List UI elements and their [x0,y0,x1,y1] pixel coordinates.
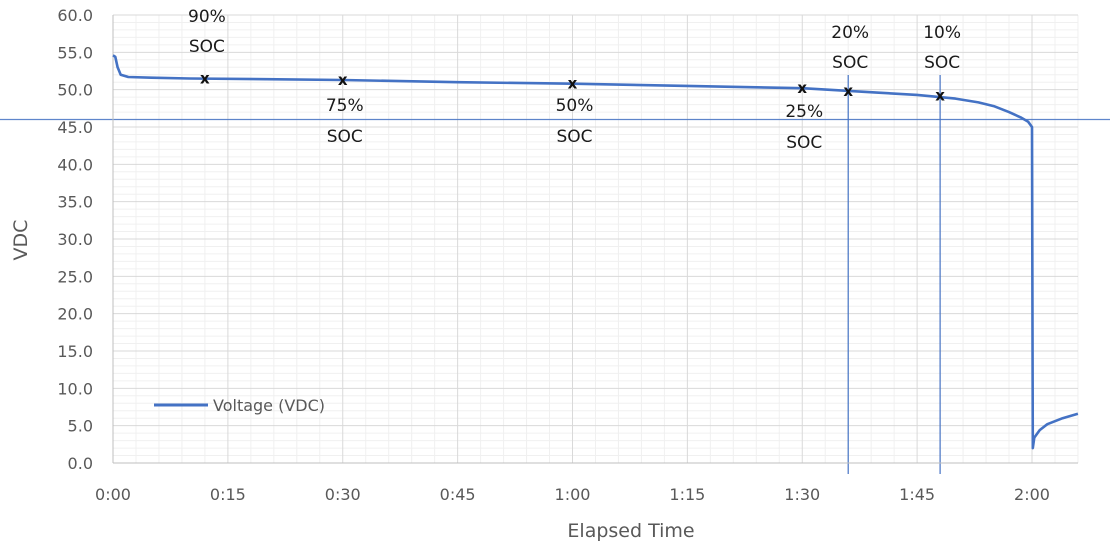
x-tick-label: 0:45 [440,485,476,504]
y-tick-label: 15.0 [57,342,93,361]
x-tick-label: 1:15 [669,485,705,504]
x-tick-label: 1:45 [899,485,935,504]
x-tick-label: 2:00 [1014,485,1050,504]
soc-annotation-percent: 50% [556,96,594,116]
point-marker: x [843,82,853,100]
x-tick-label: 0:00 [95,485,131,504]
legend-label-voltage: Voltage (VDC) [213,396,325,415]
point-marker: x [568,75,578,93]
x-tick-label: 0:15 [210,485,246,504]
y-tick-label: 5.0 [68,417,93,436]
axes: 0.0 5.0 10.0 15.0 20.0 25.0 30.0 35.0 40.0 45.0 50… [57,6,1078,504]
y-tick-label: 60.0 [57,6,93,25]
y-tick-label: 0.0 [68,454,93,473]
soc-annotation-unit: SOC [786,133,822,153]
annotations: 90% SOC 75% SOC 50% SOC 25% SOC 20% SOC 10% SOC [188,7,961,153]
x-tick-label: 0:30 [325,485,361,504]
point-markers: x x x x x x [200,69,945,104]
y-tick-label: 30.0 [57,230,93,249]
y-tick-label: 45.0 [57,118,93,137]
y-tick-label: 25.0 [57,267,93,286]
y-axis-title: VDC [10,220,32,261]
soc-annotation-percent: 90% [188,7,226,27]
soc-annotation-percent: 10% [923,23,961,43]
soc-annotation-unit: SOC [924,53,960,73]
point-marker: x [200,69,210,87]
soc-annotation-unit: SOC [556,127,592,147]
y-tick-label: 55.0 [57,43,93,62]
y-tick-label: 10.0 [57,379,93,398]
soc-annotation-unit: SOC [189,37,225,57]
soc-annotation-percent: 75% [326,96,364,116]
soc-annotation-percent: 20% [831,23,869,43]
soc-annotation-unit: SOC [832,53,868,73]
point-marker: x [338,71,348,89]
point-marker: x [935,87,945,105]
x-tick-label: 1:30 [784,485,820,504]
point-marker: x [797,79,807,97]
grid [112,14,1079,464]
y-tick-label: 50.0 [57,81,93,100]
soc-annotation-unit: SOC [327,127,363,147]
y-tick-label: 20.0 [57,305,93,324]
x-axis-title: Elapsed Time [567,520,694,542]
y-tick-label: 35.0 [57,193,93,212]
series [112,54,1079,450]
y-tick-label: 40.0 [57,155,93,174]
x-tick-label: 1:00 [555,485,591,504]
series-line-voltage [112,54,1079,450]
soc-annotation-percent: 25% [785,102,823,122]
legend: Voltage (VDC) [154,396,325,415]
reference-lines [0,75,1110,474]
